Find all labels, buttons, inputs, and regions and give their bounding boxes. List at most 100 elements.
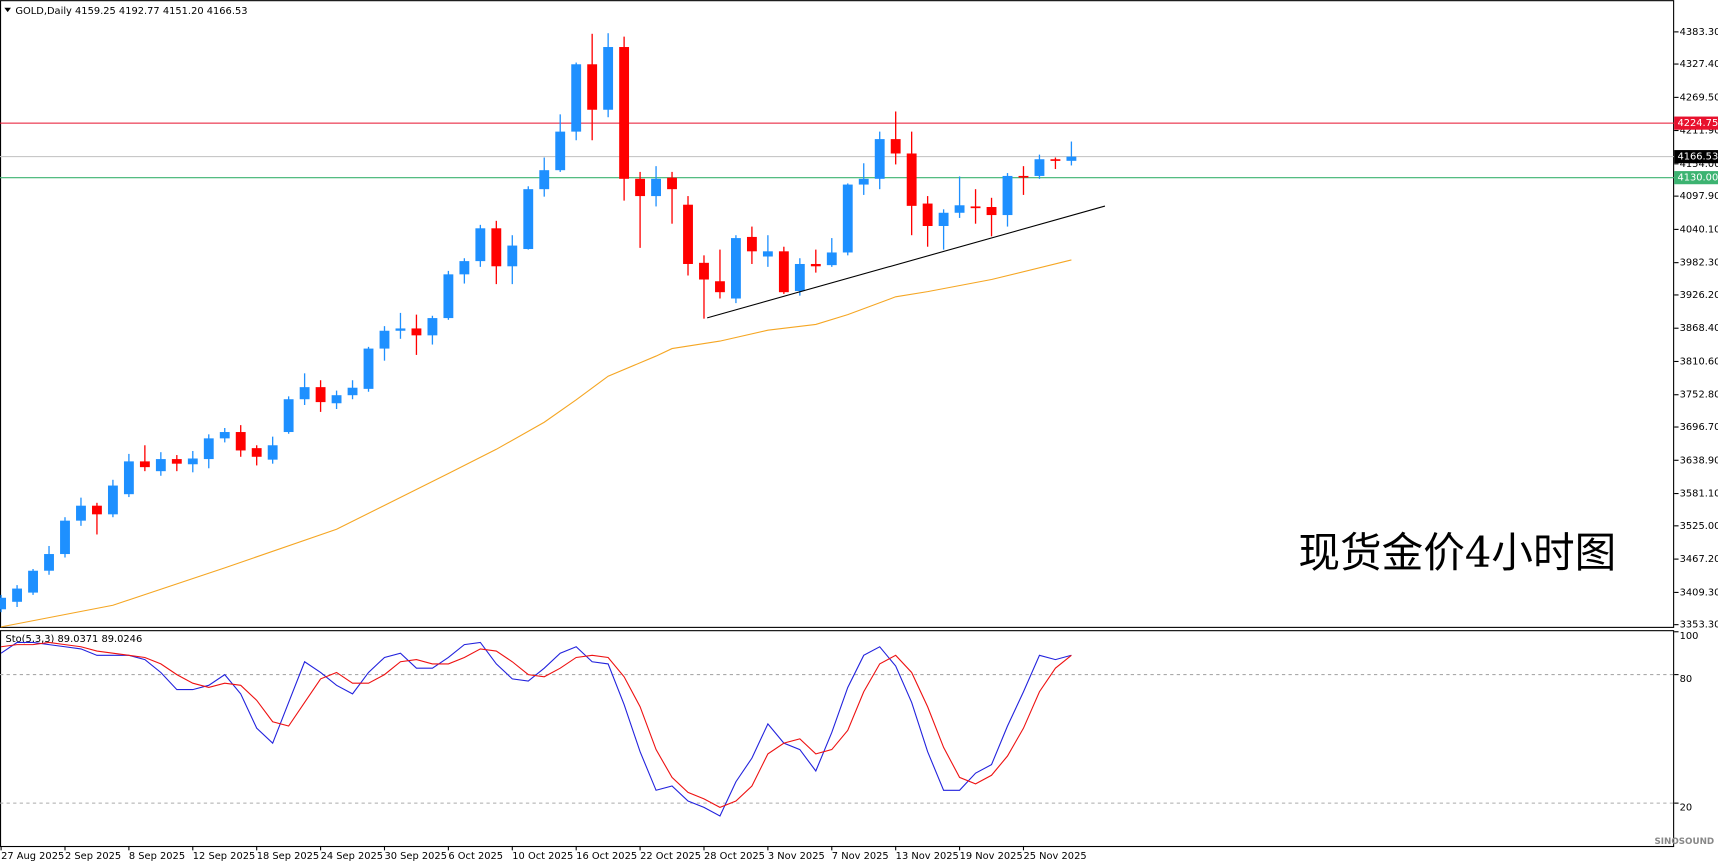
- candle-body: [794, 263, 805, 292]
- x-tick-label: 8 Sep 2025: [129, 851, 185, 862]
- candle-body: [395, 328, 406, 331]
- candle-body: [475, 228, 486, 262]
- candle-body: [251, 448, 262, 457]
- x-tick-label: 6 Oct 2025: [448, 851, 503, 862]
- y-tick-label: 3638.90: [1680, 455, 1718, 466]
- candle-body: [715, 281, 725, 293]
- candle-body: [155, 459, 166, 472]
- y-tick-label: 4097.90: [1680, 191, 1718, 202]
- candle-body: [44, 554, 54, 571]
- candle-body: [139, 461, 150, 468]
- candle-body: [699, 262, 709, 280]
- candle-body: [922, 203, 933, 227]
- x-tick-label: 10 Oct 2025: [512, 851, 573, 862]
- candle-body: [635, 178, 646, 197]
- candle-body: [619, 47, 630, 179]
- candle-body: [826, 252, 837, 266]
- y-tick-label: 3353.30: [1680, 620, 1718, 631]
- price-label: 4130.00: [1677, 173, 1718, 184]
- price-label-box: [1674, 116, 1718, 130]
- candle-body: [1018, 175, 1029, 178]
- y-tick-label: 3525.00: [1680, 521, 1718, 532]
- candle-body: [219, 432, 230, 439]
- candle-body: [507, 245, 518, 267]
- price-label-box: [1674, 171, 1718, 185]
- candle-body: [283, 399, 294, 433]
- x-tick-label: 27 Aug 2025: [1, 851, 64, 862]
- x-tick-label: 2 Sep 2025: [65, 851, 121, 862]
- x-tick-label: 19 Nov 2025: [960, 851, 1023, 862]
- candle-body: [28, 570, 38, 593]
- candle-body: [954, 205, 965, 213]
- candle-body: [171, 459, 182, 464]
- candle-body: [1066, 156, 1077, 161]
- candle-body: [187, 458, 198, 465]
- candle-body: [858, 178, 869, 185]
- x-tick-label: 30 Sep 2025: [384, 851, 446, 862]
- y-tick-label: 4040.10: [1680, 224, 1718, 235]
- candle-body: [235, 432, 246, 451]
- candle-body: [986, 207, 997, 216]
- candle-body: [331, 395, 342, 404]
- candle-body: [874, 139, 885, 179]
- candle-body: [12, 588, 23, 602]
- price-label-box: [1674, 150, 1718, 164]
- candle-body: [810, 263, 821, 267]
- candle-body: [1050, 159, 1061, 161]
- candle-body: [443, 274, 454, 319]
- y-tick-label: 80: [1680, 674, 1693, 685]
- x-tick-label: 24 Sep 2025: [321, 851, 384, 862]
- chart-title: GOLD,Daily 4159.25 4192.77 4151.20 4166.…: [15, 6, 247, 17]
- candle-body: [762, 251, 773, 257]
- candle-body: [107, 485, 118, 515]
- candle-body: [76, 505, 86, 521]
- candle-body: [603, 47, 614, 110]
- candle-body: [523, 189, 534, 250]
- annotation: 现货金价4小时图: [1298, 528, 1616, 577]
- main-panel: [0, 0, 1675, 628]
- candle-body: [667, 177, 677, 190]
- y-tick-label: 3810.60: [1680, 356, 1718, 367]
- y-tick-label: 4383.30: [1680, 27, 1718, 38]
- y-tick-label: 20: [1680, 803, 1693, 814]
- x-tick-label: 3 Nov 2025: [768, 851, 825, 862]
- x-tick-label: 7 Nov 2025: [832, 851, 889, 862]
- y-tick-label: 3581.10: [1680, 489, 1718, 500]
- x-tick-label: 16 Oct 2025: [576, 851, 637, 862]
- candle-body: [571, 64, 582, 132]
- moving-average: [0, 259, 1072, 628]
- candle-body: [970, 206, 981, 209]
- y-tick-label: 3982.30: [1680, 258, 1718, 269]
- trend-line: [707, 205, 1106, 319]
- candle-body: [347, 387, 358, 396]
- candle-body: [379, 330, 390, 349]
- candle-body: [906, 153, 917, 206]
- y-tick-label: 3409.30: [1680, 587, 1718, 598]
- price-label: 4166.53: [1677, 152, 1718, 163]
- y-tick-label: 4154.00: [1680, 159, 1718, 170]
- y-tick-label: 3926.20: [1680, 290, 1718, 301]
- candle-body: [890, 139, 901, 154]
- candle-body: [651, 178, 661, 197]
- candle-body: [0, 597, 7, 610]
- candle-body: [267, 445, 278, 460]
- candle-body: [731, 238, 741, 299]
- candle-body: [1002, 175, 1013, 216]
- candle-body: [746, 236, 757, 252]
- candle-body: [938, 212, 949, 227]
- candle-body: [539, 170, 550, 190]
- candle-body: [299, 387, 310, 400]
- y-tick-label: 3752.80: [1680, 390, 1718, 401]
- price-label: 4224.75: [1677, 118, 1718, 129]
- candle-body: [363, 348, 374, 389]
- y-tick-label: 4211.90: [1680, 126, 1718, 137]
- candle-body: [587, 64, 598, 110]
- candle-body: [555, 131, 566, 171]
- candle-body: [459, 261, 470, 275]
- x-tick-label: 12 Sep 2025: [193, 851, 256, 862]
- candle-body: [842, 184, 853, 253]
- y-tick-label: 4269.50: [1680, 92, 1718, 103]
- candle-body: [92, 505, 102, 515]
- menu-arrow[interactable]: [4, 7, 11, 13]
